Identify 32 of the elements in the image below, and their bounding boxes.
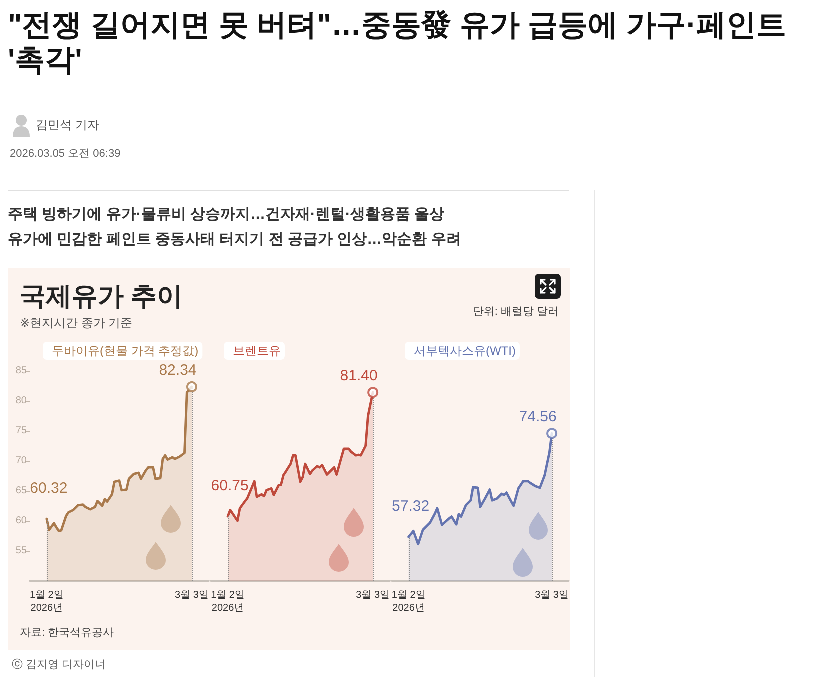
text: 주택 빙하기에 유가·물류비 상승까지…건자재·렌털·생활용품 울상	[8, 205, 445, 224]
data-label: 60.32	[30, 480, 68, 498]
data-label: 57.32	[392, 498, 430, 516]
text: 단위: 배럴당 달러	[472, 305, 559, 319]
data-label: 74.56	[519, 408, 557, 426]
text: 유가에 민감한 페인트 중동사태 터지기 전 공급가 인상…악순환 우려	[8, 230, 462, 249]
chart-subtitle: ※현지시간 종가 기준	[20, 315, 133, 332]
text: 브렌트유	[233, 344, 281, 358]
x-tick-label: 1월 2일 2026년	[30, 590, 64, 614]
text: 김민석 기자	[36, 117, 100, 134]
y-tick-label: 60	[16, 516, 28, 526]
y-tick-label: 55	[16, 546, 28, 556]
chart-title: 국제유가 추이	[20, 280, 184, 313]
text: ⓒ 김지영 디자이너	[12, 658, 106, 672]
text: 두바이유(현물 가격 추정값)	[52, 344, 199, 358]
text: 2026.03.05 오전 06:39	[10, 147, 121, 161]
text: "전쟁 길어지면 못 버텨"…중동發 유가 급등에 가구·페인트 '촉각'	[8, 8, 788, 78]
data-label: 81.40	[340, 368, 378, 385]
text: 서부텍사스유(WTI)	[414, 344, 516, 358]
x-tick-label: 3월 3일	[175, 590, 209, 601]
text: 자료: 한국석유공사	[20, 626, 114, 640]
y-tick-label: 80	[16, 396, 28, 406]
x-tick-label: 1월 2일 2026년	[392, 590, 426, 614]
x-tick-label: 3월 3일	[535, 590, 569, 601]
x-tick-label: 1월 2일 2026년	[211, 590, 245, 614]
x-tick-label: 3월 3일	[356, 590, 390, 601]
data-label: 60.75	[211, 478, 249, 494]
data-label: 82.34	[159, 362, 197, 379]
y-tick-label: 85	[16, 366, 28, 376]
y-tick-label: 75	[16, 426, 28, 436]
y-tick-label: 65	[16, 486, 28, 496]
y-tick-label: 70	[16, 456, 28, 466]
